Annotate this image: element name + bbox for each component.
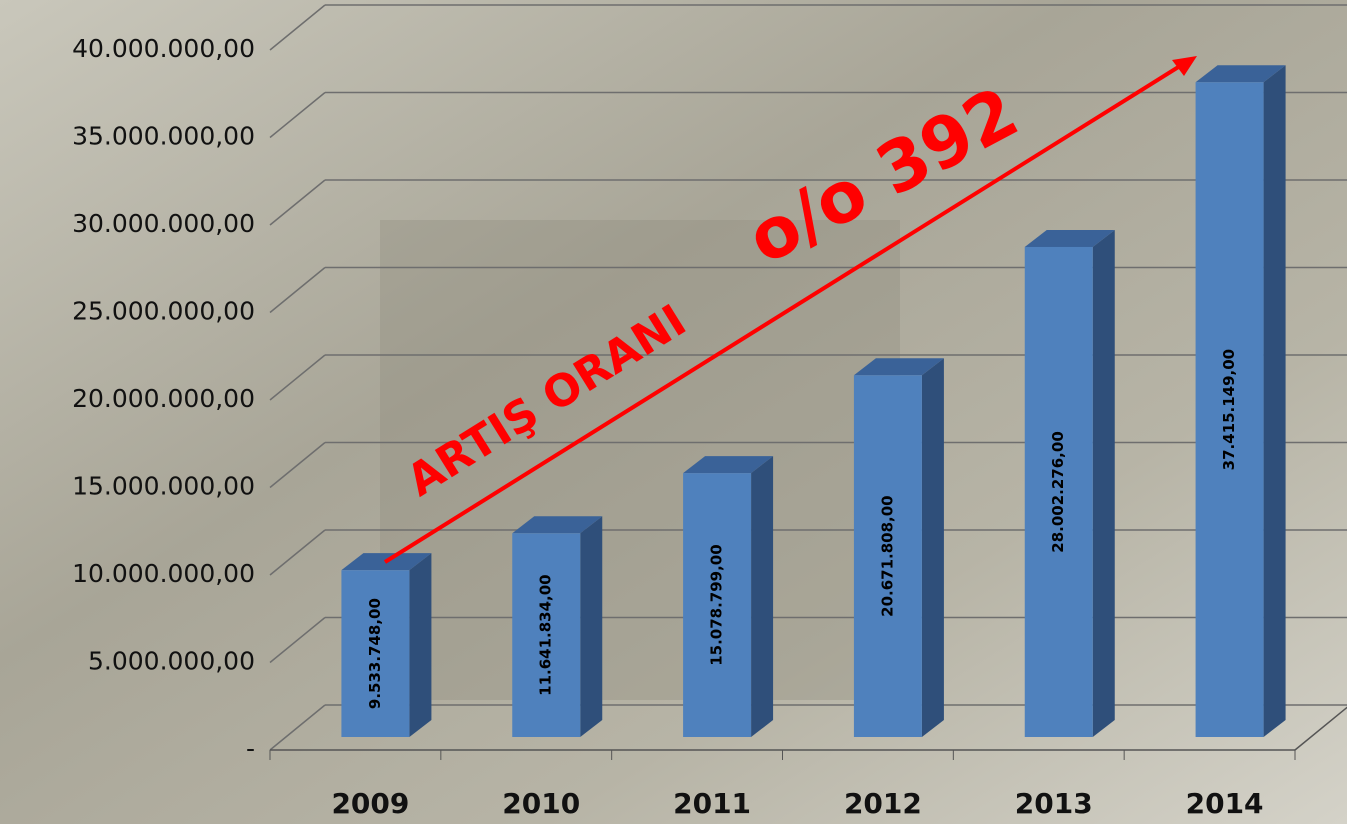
y-tick-label: - xyxy=(246,734,255,763)
value-label: 37.415.149,00 xyxy=(1220,349,1238,470)
x-tick-label: 2014 xyxy=(1186,787,1264,820)
x-tick-label: 2010 xyxy=(502,787,580,820)
y-tick-label: 30.000.000,00 xyxy=(72,209,255,238)
bar-side xyxy=(1093,230,1115,737)
value-label: 15.078.799,00 xyxy=(708,544,726,665)
x-tick-label: 2011 xyxy=(673,787,751,820)
y-tick-label: 25.000.000,00 xyxy=(72,297,255,326)
bar-side xyxy=(409,553,431,737)
y-tick-label: 15.000.000,00 xyxy=(72,472,255,501)
y-tick-label: 35.000.000,00 xyxy=(72,122,255,151)
value-label: 9.533.748,00 xyxy=(366,598,384,709)
bar-side xyxy=(751,456,773,737)
x-tick-label: 2013 xyxy=(1015,787,1093,820)
y-tick-label: 20.000.000,00 xyxy=(72,384,255,413)
value-label: 20.671.808,00 xyxy=(878,495,896,616)
bar-side xyxy=(1264,65,1286,737)
bar-side xyxy=(922,358,944,737)
bar-side xyxy=(580,516,602,737)
value-label: 11.641.834,00 xyxy=(537,574,555,695)
chart: - 5.000.000,00 10.000.000,00 15.000.000,00 2… xyxy=(0,0,1347,824)
x-tick-label: 2009 xyxy=(331,787,409,820)
value-label: 28.002.276,00 xyxy=(1049,431,1067,552)
x-tick-label: 2012 xyxy=(844,787,922,820)
y-tick-label: 10.000.000,00 xyxy=(72,559,255,588)
y-tick-label: 40.000.000,00 xyxy=(72,34,255,63)
y-tick-label: 5.000.000,00 xyxy=(88,647,255,676)
